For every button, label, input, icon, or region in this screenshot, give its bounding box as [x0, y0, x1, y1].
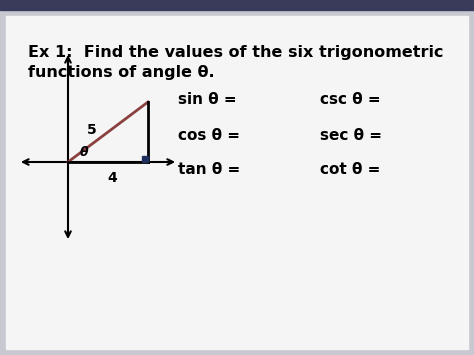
Text: sin θ =: sin θ = [178, 93, 237, 108]
Text: csc θ =: csc θ = [320, 93, 381, 108]
Text: sec θ =: sec θ = [320, 127, 382, 142]
Text: cos θ =: cos θ = [178, 127, 240, 142]
Text: tan θ =: tan θ = [178, 163, 240, 178]
Text: θ: θ [80, 147, 88, 159]
Text: Ex 1:  Find the values of the six trigonometric: Ex 1: Find the values of the six trigono… [28, 45, 444, 60]
Text: 5: 5 [87, 123, 97, 137]
Text: functions of angle θ.: functions of angle θ. [28, 65, 215, 80]
Bar [142, 156, 148, 162]
Bar [0, 0, 474, 10]
Text: cot θ =: cot θ = [320, 163, 380, 178]
Text: 4: 4 [107, 171, 117, 185]
